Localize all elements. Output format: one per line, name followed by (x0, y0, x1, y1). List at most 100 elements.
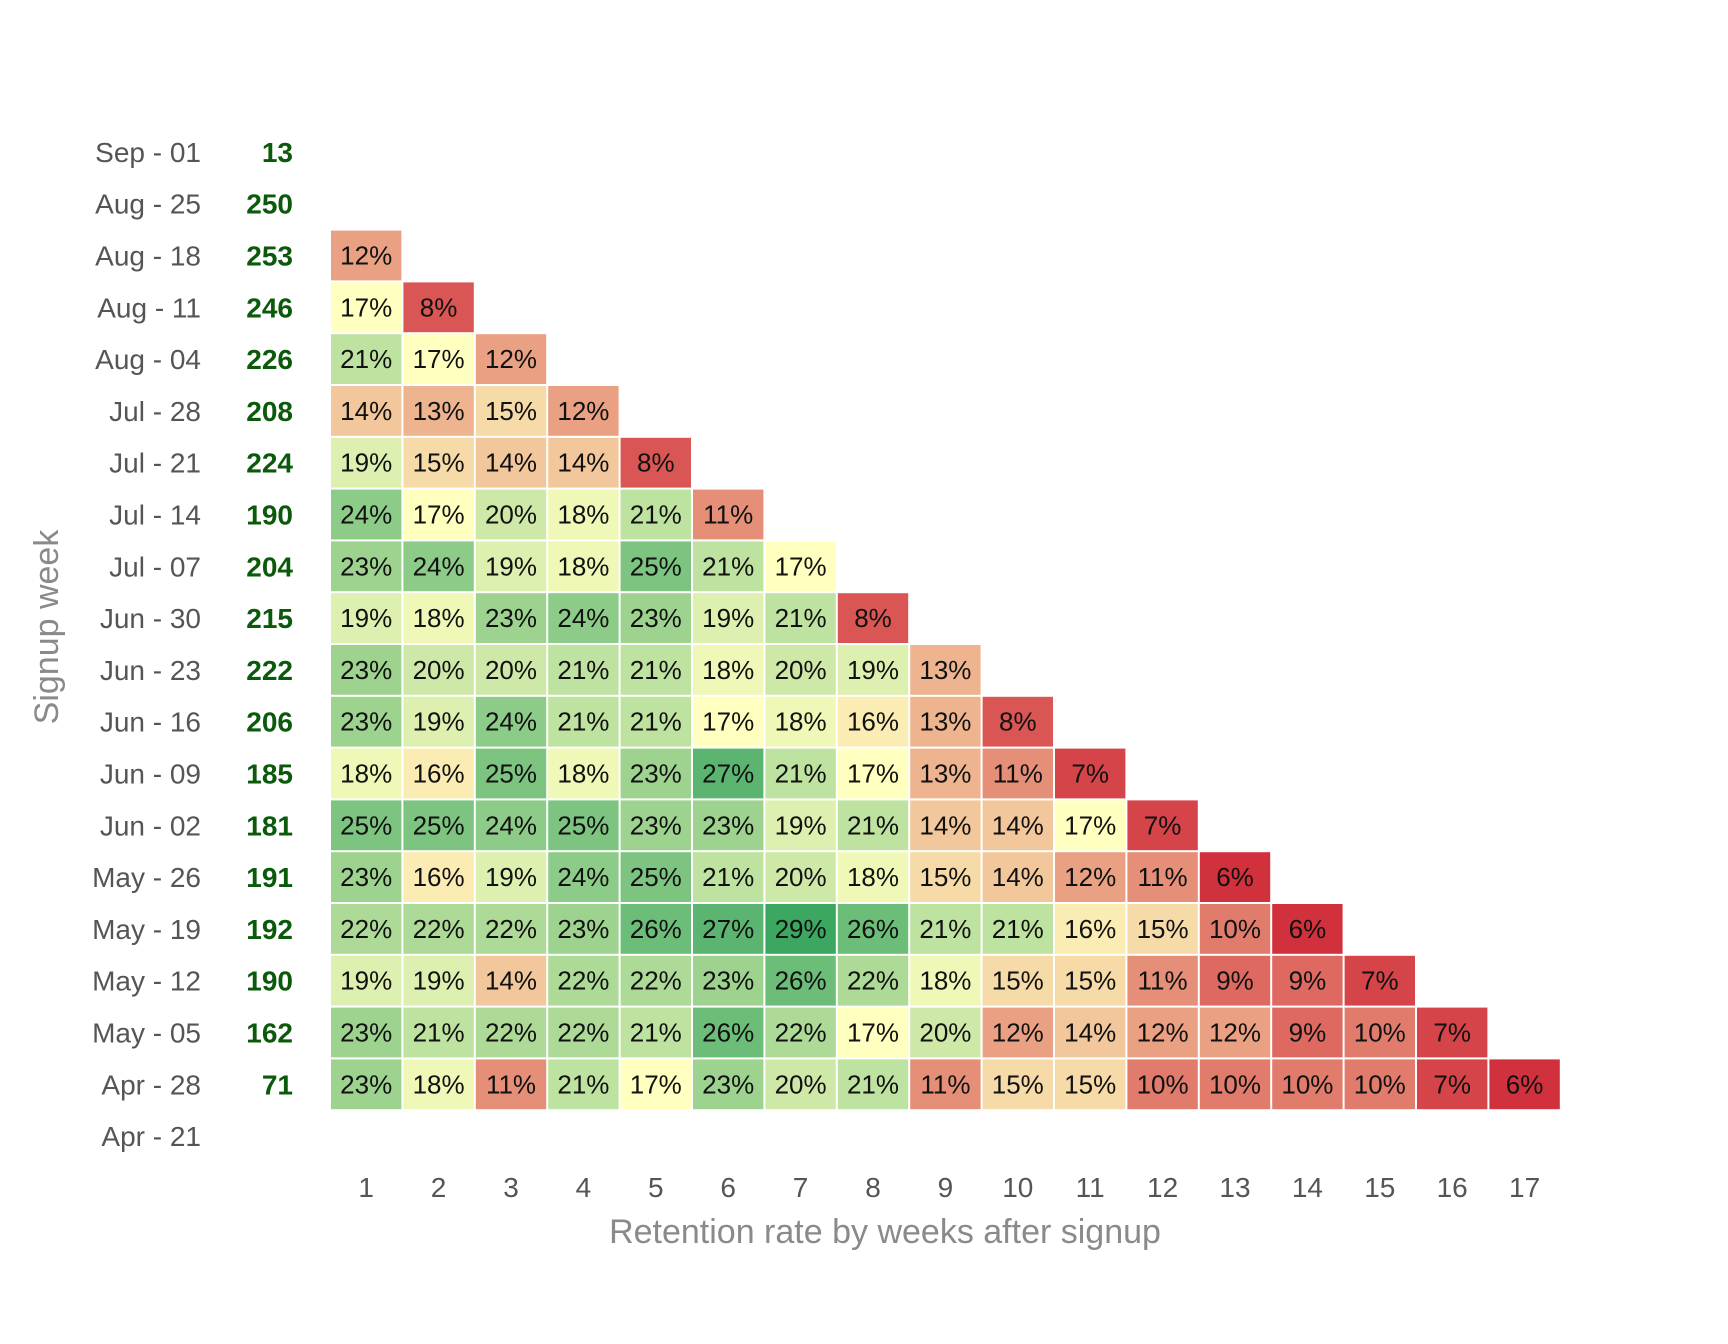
cell-value-label: 16% (847, 707, 899, 737)
heatmap-cell (765, 800, 836, 851)
signup-count: 250 (246, 189, 293, 220)
column-label: 10 (1002, 1172, 1033, 1203)
cell-value-label: 16% (413, 759, 465, 789)
cell-value-label: 14% (1064, 1018, 1116, 1048)
cell-value-label: 15% (413, 448, 465, 478)
cell-value-label: 22% (847, 966, 899, 996)
heatmap-cell (331, 593, 402, 643)
heatmap-cell (620, 1059, 691, 1110)
heatmap-cell (403, 593, 474, 643)
heatmap-cell (403, 1007, 474, 1058)
heatmap-cell (331, 955, 402, 1006)
cell-value-label: 21% (557, 1069, 609, 1099)
cell-value-label: 9% (1289, 966, 1327, 996)
signup-count: 181 (246, 810, 293, 841)
cell-value-label: 19% (340, 966, 392, 996)
heatmap-cell (403, 696, 474, 747)
cell-value-label: 12% (485, 344, 537, 374)
cell-value-label: 22% (557, 966, 609, 996)
cell-value-label: 21% (847, 1069, 899, 1099)
signup-count: 191 (246, 862, 293, 893)
heatmap-cell (1127, 904, 1198, 954)
heatmap-cell (620, 800, 691, 851)
heatmap-cell (403, 800, 474, 851)
heatmap-cell (1199, 955, 1271, 1006)
heatmap-cell (1055, 1007, 1126, 1058)
cell-value-label: 17% (775, 551, 827, 581)
heatmap-cell (910, 852, 981, 902)
heatmap-cell (403, 541, 474, 592)
cell-value-label: 27% (702, 759, 754, 789)
heatmap-cell (620, 748, 691, 799)
row-label: Apr - 28 (101, 1069, 201, 1100)
cell-value-label: 21% (413, 1018, 465, 1048)
cell-value-label: 15% (992, 1069, 1044, 1099)
cell-value-label: 12% (992, 1018, 1044, 1048)
heatmap-cell (475, 334, 547, 384)
cell-value-label: 24% (485, 707, 537, 737)
heatmap-cell (620, 541, 691, 592)
heatmap-cell (693, 852, 764, 902)
cell-value-label: 14% (992, 862, 1044, 892)
heatmap-cell (620, 437, 691, 488)
cell-value-label: 23% (702, 1069, 754, 1099)
cell-value-label: 22% (485, 1018, 537, 1048)
signup-count-labels: 13 250 253 246 226 208 224 190 204 215 222 206 185 18… (246, 137, 293, 1100)
row-label: Aug - 25 (95, 189, 201, 220)
cell-value-label: 6% (1289, 914, 1327, 944)
heatmap-cell (331, 282, 402, 333)
heatmap-cell (693, 696, 764, 747)
heatmap-cell (403, 334, 474, 384)
cell-value-label: 19% (413, 966, 465, 996)
cell-value-label: 21% (992, 914, 1044, 944)
signup-count: 190 (246, 966, 293, 997)
cell-value-label: 16% (1064, 914, 1116, 944)
cell-value-label: 21% (630, 500, 682, 530)
column-label: 17 (1509, 1172, 1540, 1203)
heatmap-cell (837, 955, 909, 1006)
signup-count: 190 (246, 500, 293, 531)
heatmap-cell (548, 593, 619, 643)
heatmap-cell (620, 904, 691, 954)
heatmap-cell (1127, 1007, 1198, 1058)
heatmap-cell (475, 1007, 547, 1058)
heatmap-cell (982, 696, 1053, 747)
cell-value-label: 25% (557, 810, 609, 840)
heatmap-cell (693, 748, 764, 799)
cell-value-label: 23% (702, 966, 754, 996)
cell-value-label: 18% (847, 862, 899, 892)
heatmap-cell (1127, 955, 1198, 1006)
cell-value-label: 26% (630, 914, 682, 944)
heatmap-cell (475, 541, 547, 592)
heatmap-cell (331, 696, 402, 747)
column-label: 15 (1364, 1172, 1395, 1203)
cell-value-label: 26% (702, 1018, 754, 1048)
row-label: Jun - 23 (100, 655, 201, 686)
row-label: Jun - 09 (100, 759, 201, 790)
cell-value-label: 19% (485, 862, 537, 892)
heatmap-cell (403, 955, 474, 1006)
heatmap-cell (693, 645, 764, 695)
row-label: Jul - 14 (109, 500, 201, 531)
heatmap-cell (475, 955, 547, 1006)
cell-value-label: 17% (847, 1018, 899, 1048)
heatmap-cell (910, 904, 981, 954)
heatmap-cell (475, 904, 547, 954)
heatmap-cell (765, 748, 836, 799)
cell-value-label: 13% (919, 759, 971, 789)
heatmap-cell (331, 645, 402, 695)
cell-value-label: 23% (557, 914, 609, 944)
heatmap-cell (331, 800, 402, 851)
cell-value-label: 29% (775, 914, 827, 944)
cell-value-label: 19% (702, 603, 754, 633)
cell-value-label: 14% (992, 810, 1044, 840)
cell-value-label: 22% (340, 914, 392, 944)
heatmap-cell (1055, 904, 1126, 954)
heatmap-cells: 12% 17% 8% 21% 17% 12% 14% 13% 15% 12% 19% 15% 14% 14… (331, 230, 1560, 1110)
heatmap-cell (1199, 904, 1271, 954)
heatmap-cell (693, 955, 764, 1006)
cell-value-label: 7% (1433, 1069, 1471, 1099)
heatmap-cell (910, 1007, 981, 1058)
